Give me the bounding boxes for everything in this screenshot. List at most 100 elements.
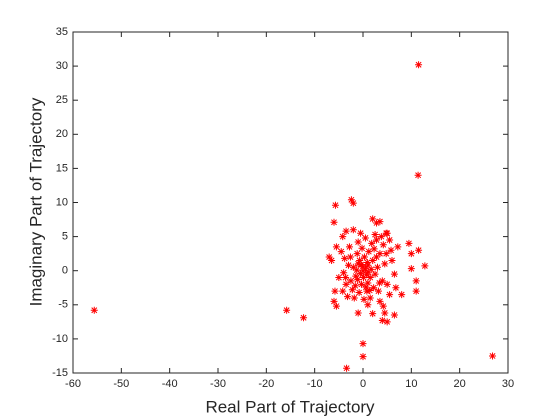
point bbox=[354, 238, 362, 246]
point bbox=[376, 218, 384, 226]
point bbox=[364, 301, 372, 309]
point bbox=[369, 310, 377, 318]
point bbox=[373, 219, 381, 227]
point bbox=[337, 248, 345, 256]
point bbox=[421, 262, 429, 270]
y-tick-label: 5 bbox=[62, 231, 68, 243]
point bbox=[331, 287, 339, 295]
point bbox=[360, 253, 368, 261]
point bbox=[371, 270, 379, 278]
point bbox=[370, 284, 378, 292]
x-tick-label: -50 bbox=[113, 378, 129, 390]
point bbox=[347, 277, 355, 285]
point bbox=[390, 311, 398, 319]
point bbox=[349, 263, 357, 271]
point bbox=[347, 196, 355, 204]
point bbox=[345, 261, 352, 269]
point bbox=[415, 61, 423, 69]
point bbox=[363, 259, 371, 267]
x-tick-label: 20 bbox=[454, 378, 466, 390]
point bbox=[394, 243, 402, 251]
point bbox=[382, 250, 390, 258]
point bbox=[358, 244, 366, 252]
point bbox=[362, 271, 370, 279]
point bbox=[341, 254, 349, 262]
y-tick-label: -15 bbox=[52, 367, 68, 379]
point bbox=[376, 297, 384, 305]
y-tick-label: 20 bbox=[56, 128, 68, 140]
point bbox=[377, 233, 385, 241]
point bbox=[351, 282, 359, 290]
point bbox=[352, 272, 360, 280]
y-tick-label: -10 bbox=[52, 333, 68, 345]
point bbox=[371, 231, 379, 239]
point bbox=[339, 287, 347, 295]
point bbox=[381, 309, 389, 317]
point bbox=[378, 316, 386, 324]
point bbox=[364, 268, 372, 276]
point bbox=[376, 250, 384, 258]
point bbox=[407, 265, 415, 273]
point bbox=[342, 280, 350, 288]
point bbox=[358, 280, 366, 288]
point bbox=[374, 263, 381, 271]
point bbox=[332, 302, 340, 310]
point bbox=[342, 274, 350, 282]
point bbox=[357, 229, 365, 237]
point bbox=[353, 266, 361, 274]
point bbox=[362, 283, 370, 291]
x-tick-label: -30 bbox=[210, 378, 226, 390]
point bbox=[415, 246, 423, 254]
point bbox=[412, 277, 420, 285]
point bbox=[339, 233, 347, 241]
point bbox=[356, 256, 364, 264]
point bbox=[363, 287, 371, 295]
point bbox=[407, 250, 415, 258]
point bbox=[390, 270, 398, 278]
point bbox=[386, 291, 394, 299]
point bbox=[90, 306, 98, 314]
point bbox=[359, 340, 367, 348]
point bbox=[355, 289, 363, 297]
point bbox=[330, 297, 338, 305]
point bbox=[489, 352, 497, 360]
point bbox=[381, 260, 389, 268]
point bbox=[366, 286, 374, 294]
point bbox=[366, 294, 374, 302]
point bbox=[325, 253, 333, 261]
point bbox=[354, 276, 362, 284]
point bbox=[328, 256, 336, 264]
point bbox=[405, 239, 413, 247]
point bbox=[367, 265, 375, 273]
y-tick-label: 0 bbox=[62, 265, 68, 277]
point bbox=[369, 215, 377, 223]
point bbox=[346, 253, 354, 261]
point bbox=[354, 309, 362, 317]
point bbox=[392, 284, 400, 292]
point bbox=[331, 201, 339, 209]
point bbox=[379, 302, 387, 310]
x-tick-label: 10 bbox=[405, 378, 417, 390]
point bbox=[335, 274, 343, 282]
point bbox=[383, 280, 391, 288]
y-tick-label: 25 bbox=[56, 94, 68, 106]
point bbox=[349, 226, 357, 234]
point bbox=[382, 229, 390, 237]
point bbox=[374, 287, 382, 295]
y-tick-label: 35 bbox=[56, 26, 68, 38]
point bbox=[383, 318, 391, 326]
point bbox=[366, 274, 374, 282]
point bbox=[342, 227, 350, 235]
point bbox=[375, 279, 383, 287]
y-tick-label: 30 bbox=[56, 60, 68, 72]
point bbox=[370, 245, 378, 253]
point bbox=[345, 243, 353, 251]
point bbox=[340, 269, 348, 277]
x-tick-label: -10 bbox=[307, 378, 323, 390]
point bbox=[412, 287, 420, 295]
point bbox=[283, 306, 291, 314]
point bbox=[379, 241, 387, 249]
point bbox=[343, 364, 351, 372]
point bbox=[348, 286, 356, 294]
